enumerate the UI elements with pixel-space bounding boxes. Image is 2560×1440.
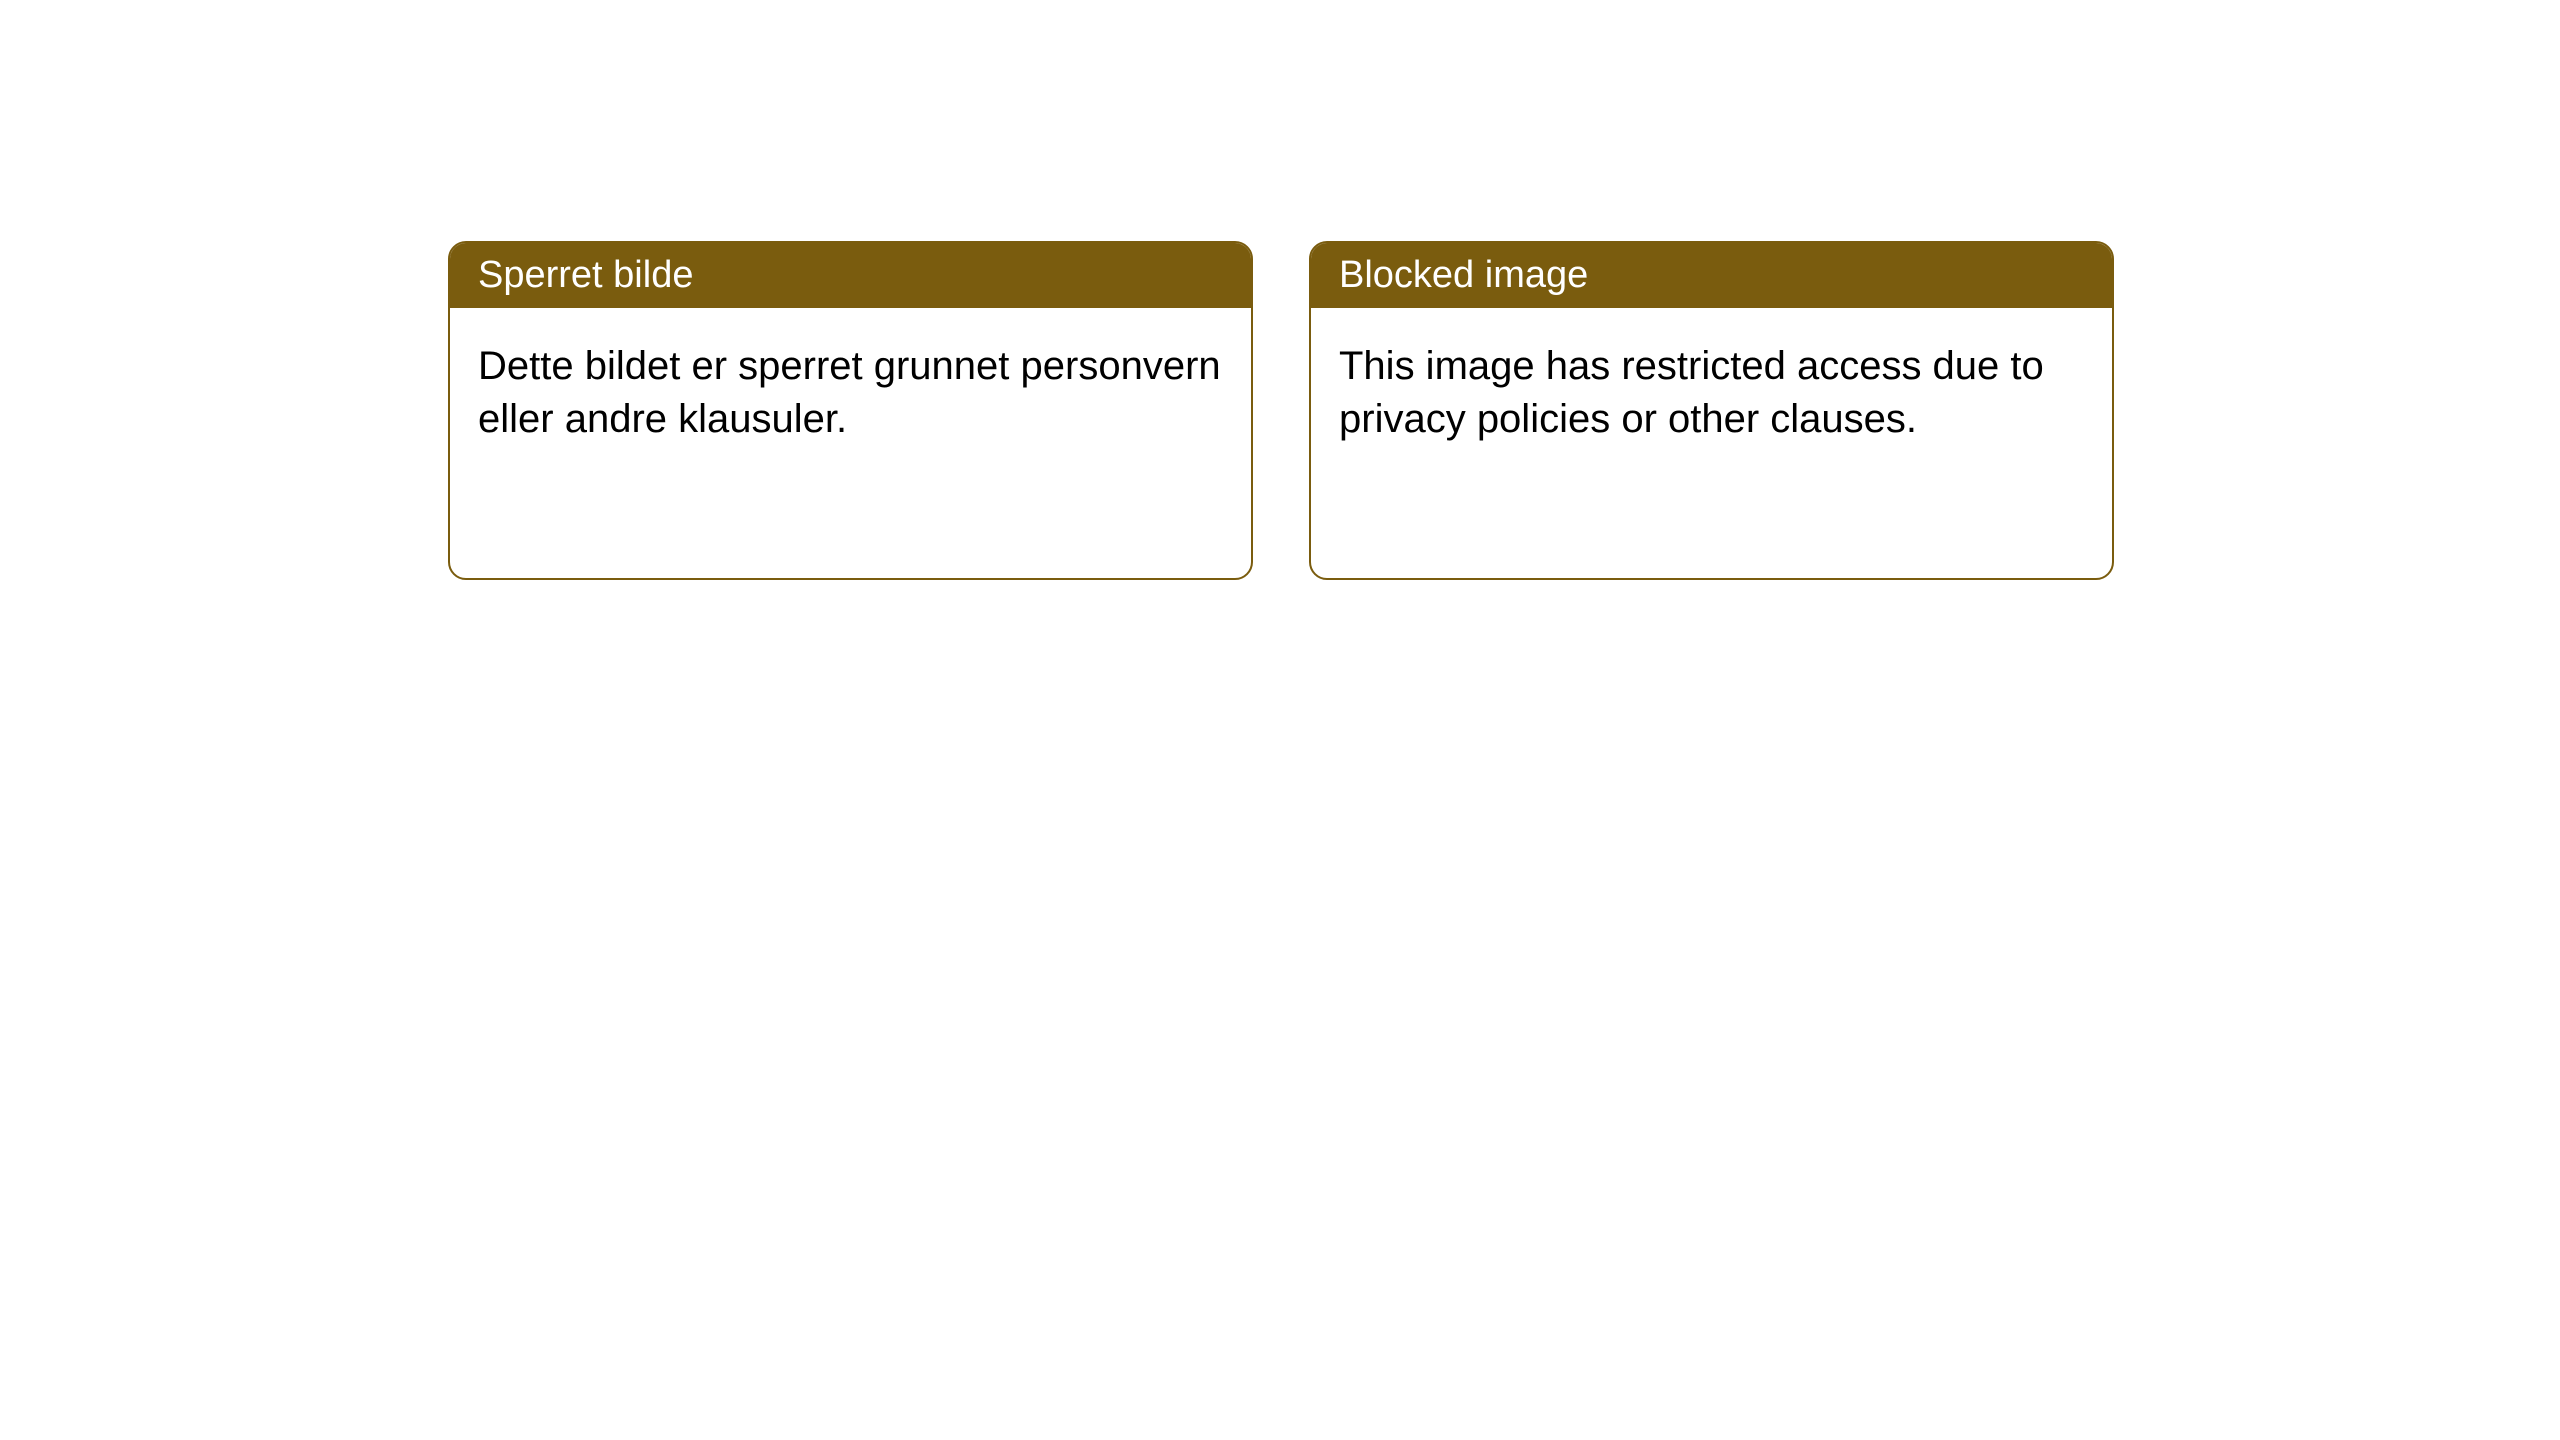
cards-container: Sperret bilde Dette bildet er sperret gr… xyxy=(0,0,2560,580)
blocked-image-card-no: Sperret bilde Dette bildet er sperret gr… xyxy=(448,241,1253,580)
card-body-en: This image has restricted access due to … xyxy=(1311,308,2112,578)
card-header-no: Sperret bilde xyxy=(450,243,1251,308)
card-body-text: Dette bildet er sperret grunnet personve… xyxy=(478,344,1221,441)
card-header-text: Blocked image xyxy=(1339,254,1588,296)
card-body-text: This image has restricted access due to … xyxy=(1339,344,2044,441)
card-header-text: Sperret bilde xyxy=(478,254,693,296)
card-body-no: Dette bildet er sperret grunnet personve… xyxy=(450,308,1251,578)
blocked-image-card-en: Blocked image This image has restricted … xyxy=(1309,241,2114,580)
card-header-en: Blocked image xyxy=(1311,243,2112,308)
